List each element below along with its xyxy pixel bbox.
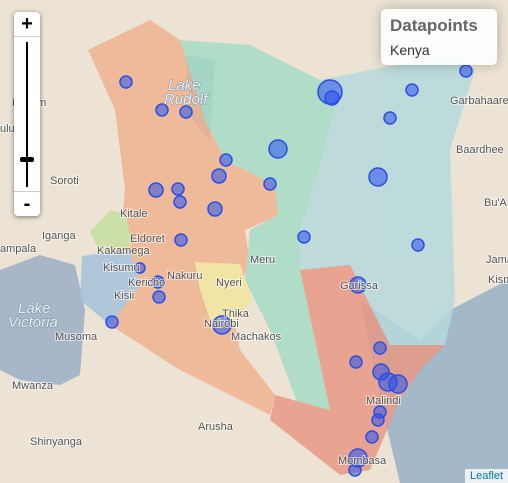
datapoint [211, 168, 227, 184]
place-label: ulu [0, 123, 15, 135]
datapoint [348, 463, 362, 477]
place-label: Kakamega [97, 245, 150, 257]
place-label: Musoma [55, 331, 98, 343]
datapoint [179, 105, 193, 119]
legend: Datapoints Kenya [381, 9, 497, 65]
zoom-slider-knob[interactable] [20, 157, 34, 162]
place-label: Kitale [120, 208, 148, 220]
place-label: Victoria [8, 314, 58, 331]
zoom-control: + - [14, 12, 40, 216]
datapoint [105, 315, 119, 329]
place-label: Kisii [114, 290, 134, 302]
datapoint [219, 153, 233, 167]
datapoint [171, 182, 185, 196]
place-label: Mwanza [12, 380, 54, 392]
datapoint [297, 230, 311, 244]
place-label: Thika [222, 308, 250, 320]
place-label: Meru [250, 254, 275, 266]
place-label: Nyeri [216, 277, 242, 289]
datapoint [134, 262, 146, 274]
place-label: Nairobi [204, 318, 239, 330]
place-label: Iganga [42, 230, 77, 242]
datapoint [373, 341, 387, 355]
datapoint [173, 195, 187, 209]
datapoint [324, 90, 340, 106]
lake-victoria [0, 255, 85, 385]
datapoint [155, 103, 169, 117]
legend-label: Kenya [390, 42, 430, 58]
place-label: Kisumu [103, 262, 140, 274]
region-eastern [180, 40, 335, 410]
place-label: Lake [168, 77, 201, 94]
attribution[interactable]: Leaflet [464, 469, 508, 483]
place-label: ampala [0, 243, 37, 255]
place-label: Baardhee [456, 144, 504, 156]
place-label: Mombasa [338, 455, 387, 467]
place-label: Kericho [128, 277, 165, 289]
datapoint [349, 276, 367, 294]
region-nyanza [80, 250, 140, 325]
place-label: Shinyanga [30, 436, 83, 448]
datapoint [371, 413, 385, 427]
datapoint [459, 64, 473, 78]
place-label: Eldoret [130, 233, 165, 245]
region-western [90, 210, 132, 252]
legend-title: Datapoints [390, 16, 478, 35]
place-label: Rudolf [164, 91, 209, 108]
datapoint [174, 233, 188, 247]
datapoint [388, 374, 408, 394]
datapoint [212, 315, 232, 335]
region-central [195, 262, 252, 326]
place-label: Garbahaare [450, 95, 508, 107]
place-label: Arusha [198, 421, 234, 433]
datapoint [148, 182, 164, 198]
place-label: Kism [488, 274, 508, 286]
datapoint [411, 238, 425, 252]
place-label: Soroti [50, 175, 79, 187]
datapoint [152, 290, 166, 304]
datapoint [365, 430, 379, 444]
datapoint [119, 75, 133, 89]
zoom-slider-track [26, 42, 28, 187]
datapoint [368, 167, 388, 187]
datapoint [151, 275, 165, 289]
datapoints [105, 64, 473, 477]
place-label: Machakos [231, 331, 282, 343]
datapoint [268, 139, 288, 159]
datapoint [349, 355, 363, 369]
zoom-in-button[interactable]: + [14, 12, 40, 37]
zoom-out-button[interactable]: - [14, 191, 40, 216]
place-label: Nakuru [167, 270, 202, 282]
datapoint [383, 111, 397, 125]
datapoint [263, 177, 277, 191]
place-label: Garissa [340, 280, 379, 292]
datapoint [405, 83, 419, 97]
place-label: Lake [18, 300, 51, 317]
place-label: Malindi [366, 395, 401, 407]
datapoint [207, 201, 223, 217]
place-label: Jama [486, 254, 508, 266]
place-label: Bu'A [484, 197, 508, 209]
region-coast [270, 265, 445, 475]
